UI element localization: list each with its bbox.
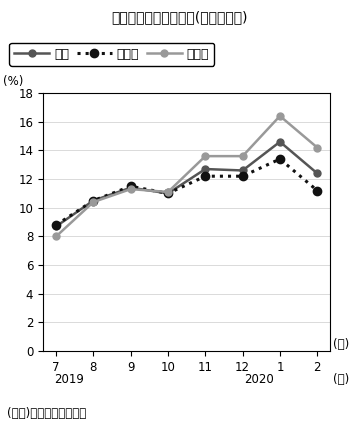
全国 bbox=[278, 139, 282, 144]
都市部 bbox=[166, 191, 170, 196]
農村部 bbox=[54, 234, 58, 239]
都市部 bbox=[241, 174, 245, 179]
Line: 全国: 全国 bbox=[53, 138, 321, 230]
Line: 農村部: 農村部 bbox=[53, 113, 321, 240]
全国 bbox=[203, 167, 208, 172]
全国 bbox=[129, 185, 133, 190]
Text: (年): (年) bbox=[333, 373, 349, 386]
Text: 2019: 2019 bbox=[55, 373, 84, 386]
都市部 bbox=[203, 174, 208, 179]
農村部 bbox=[278, 113, 282, 118]
農村部 bbox=[241, 154, 245, 159]
農村部 bbox=[315, 145, 320, 150]
Text: (出所)パキスタン統計局: (出所)パキスタン統計局 bbox=[7, 407, 87, 420]
全国 bbox=[54, 224, 58, 229]
農村部 bbox=[203, 154, 208, 159]
全国 bbox=[91, 198, 95, 203]
都市部 bbox=[91, 198, 95, 203]
都市部 bbox=[315, 188, 320, 193]
全国 bbox=[315, 171, 320, 176]
農村部 bbox=[129, 187, 133, 192]
農村部 bbox=[166, 190, 170, 195]
Text: (%): (%) bbox=[3, 75, 23, 88]
都市部 bbox=[54, 222, 58, 228]
農村部 bbox=[91, 200, 95, 205]
Text: 2020: 2020 bbox=[244, 373, 274, 386]
都市部 bbox=[129, 184, 133, 189]
都市部 bbox=[278, 157, 282, 162]
Text: 図　消費者物価上昇率(前年同月比): 図 消費者物価上昇率(前年同月比) bbox=[111, 11, 248, 25]
全国 bbox=[166, 191, 170, 196]
Legend: 全国, 都市部, 農村部: 全国, 都市部, 農村部 bbox=[9, 43, 214, 66]
Line: 都市部: 都市部 bbox=[52, 155, 321, 229]
全国 bbox=[241, 168, 245, 173]
Text: (月): (月) bbox=[333, 338, 349, 351]
